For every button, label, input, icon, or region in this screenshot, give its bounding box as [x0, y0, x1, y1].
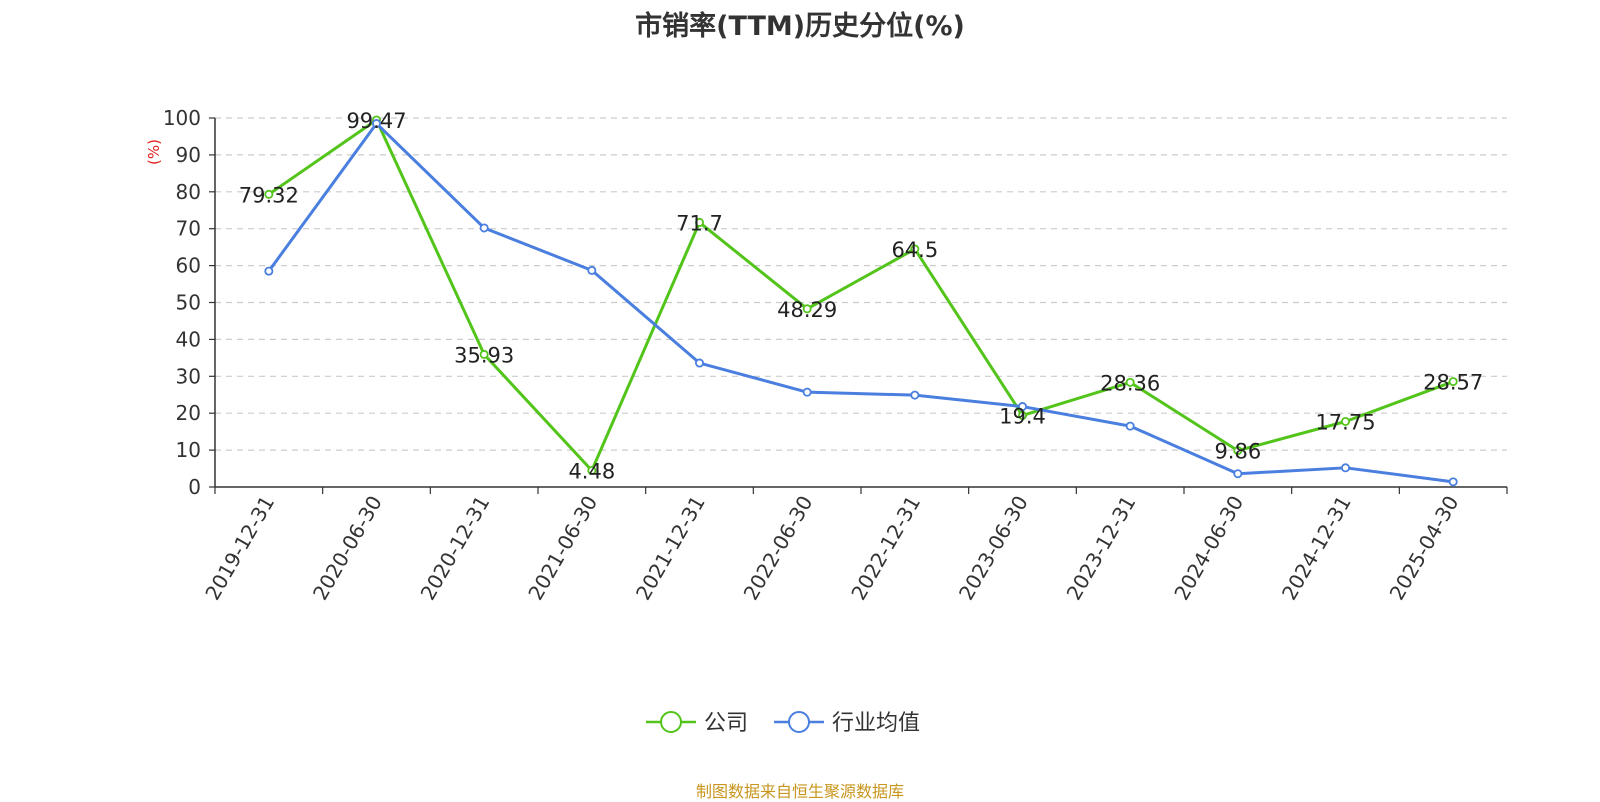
y-tick-label: 0 — [188, 475, 201, 499]
data-point[interactable] — [1125, 421, 1135, 431]
data-label: 28.57 — [1423, 371, 1483, 395]
y-tick-label: 30 — [176, 364, 201, 388]
legend-item-0[interactable]: 公司 — [646, 711, 748, 736]
legend-marker — [660, 711, 682, 733]
data-label: 28.36 — [1100, 371, 1160, 395]
legend-label: 行业均值 — [832, 711, 920, 736]
data-point[interactable] — [910, 244, 920, 254]
data-point[interactable] — [264, 189, 274, 199]
x-tick-label: 2021-06-30 — [523, 492, 602, 605]
x-tick-label: 2021-12-31 — [631, 492, 710, 605]
data-point[interactable] — [1233, 446, 1243, 456]
data-point[interactable] — [695, 217, 705, 227]
data-point[interactable] — [587, 265, 597, 275]
data-label: 9.86 — [1214, 440, 1261, 464]
data-point[interactable] — [802, 304, 812, 314]
data-label: 71.7 — [676, 211, 723, 235]
data-point[interactable] — [1018, 402, 1028, 412]
legend-label: 公司 — [704, 711, 748, 736]
source-note: 制图数据来自恒生聚源数据库 — [695, 782, 904, 801]
legend-marker — [788, 711, 810, 733]
data-label: 48.29 — [777, 298, 837, 322]
y-tick-label: 60 — [176, 254, 201, 278]
data-point[interactable] — [1341, 463, 1351, 473]
y-tick-label: 90 — [176, 143, 201, 167]
x-tick-label: 2024-06-30 — [1169, 492, 1248, 605]
data-point[interactable] — [371, 119, 381, 129]
x-tick-label: 2020-12-31 — [416, 492, 495, 605]
x-tick-label: 2022-12-31 — [846, 492, 925, 605]
y-tick-label: 70 — [176, 217, 201, 241]
data-label: 17.75 — [1315, 411, 1375, 435]
y-tick-label: 100 — [163, 106, 201, 130]
y-axis-label: (%) — [145, 139, 163, 165]
data-point[interactable] — [1448, 477, 1458, 487]
x-tick-label: 2024-12-31 — [1277, 492, 1356, 605]
series-layer — [264, 115, 1458, 487]
series-line-0 — [267, 118, 1454, 472]
data-label-layer: 79.32 99.47 35.93 4.48 71.7 48.29 64.5 19.4 28.3… — [239, 109, 1483, 484]
y-tick-label: 80 — [176, 180, 201, 204]
x-tick-label: 2025-04-30 — [1385, 492, 1464, 605]
data-point[interactable] — [695, 358, 705, 368]
grid-layer — [215, 117, 1507, 451]
data-point[interactable] — [1448, 377, 1458, 387]
y-tick-label: 20 — [176, 401, 201, 425]
y-tick-label: 40 — [176, 327, 201, 351]
data-point[interactable] — [479, 349, 489, 359]
data-label: 19.4 — [999, 404, 1046, 428]
data-point[interactable] — [802, 387, 812, 397]
chart-title: 市销率(TTM)历史分位(%) — [635, 11, 965, 42]
data-point[interactable] — [1018, 410, 1028, 420]
data-label: 35.93 — [454, 343, 514, 367]
data-point[interactable] — [264, 266, 274, 276]
data-label: 99.47 — [346, 109, 406, 133]
x-tick-label: 2022-06-30 — [739, 492, 818, 605]
data-point[interactable] — [1233, 469, 1243, 479]
y-tick-label: 50 — [176, 291, 201, 315]
series-line-1 — [267, 122, 1454, 484]
axis-layer: 0 10 20 30 40 50 60 70 80 90 100(%) 2019-12-31 2020-… — [145, 106, 1508, 605]
data-label: 64.5 — [891, 238, 938, 262]
data-label: 79.32 — [239, 183, 299, 207]
x-tick-label: 2023-06-30 — [954, 492, 1033, 605]
x-tick-label: 2019-12-31 — [200, 492, 279, 605]
data-point[interactable] — [587, 465, 597, 475]
data-point[interactable] — [910, 390, 920, 400]
y-tick-label: 10 — [176, 438, 201, 462]
data-point[interactable] — [1341, 417, 1351, 427]
x-tick-label: 2023-12-31 — [1062, 492, 1141, 605]
data-point[interactable] — [1125, 377, 1135, 387]
legend-item-1[interactable]: 行业均值 — [774, 711, 920, 736]
legend[interactable]: 公司 行业均值 — [646, 711, 920, 736]
data-point[interactable] — [479, 223, 489, 233]
x-tick-label: 2020-06-30 — [308, 492, 387, 605]
data-label: 4.48 — [568, 459, 615, 483]
